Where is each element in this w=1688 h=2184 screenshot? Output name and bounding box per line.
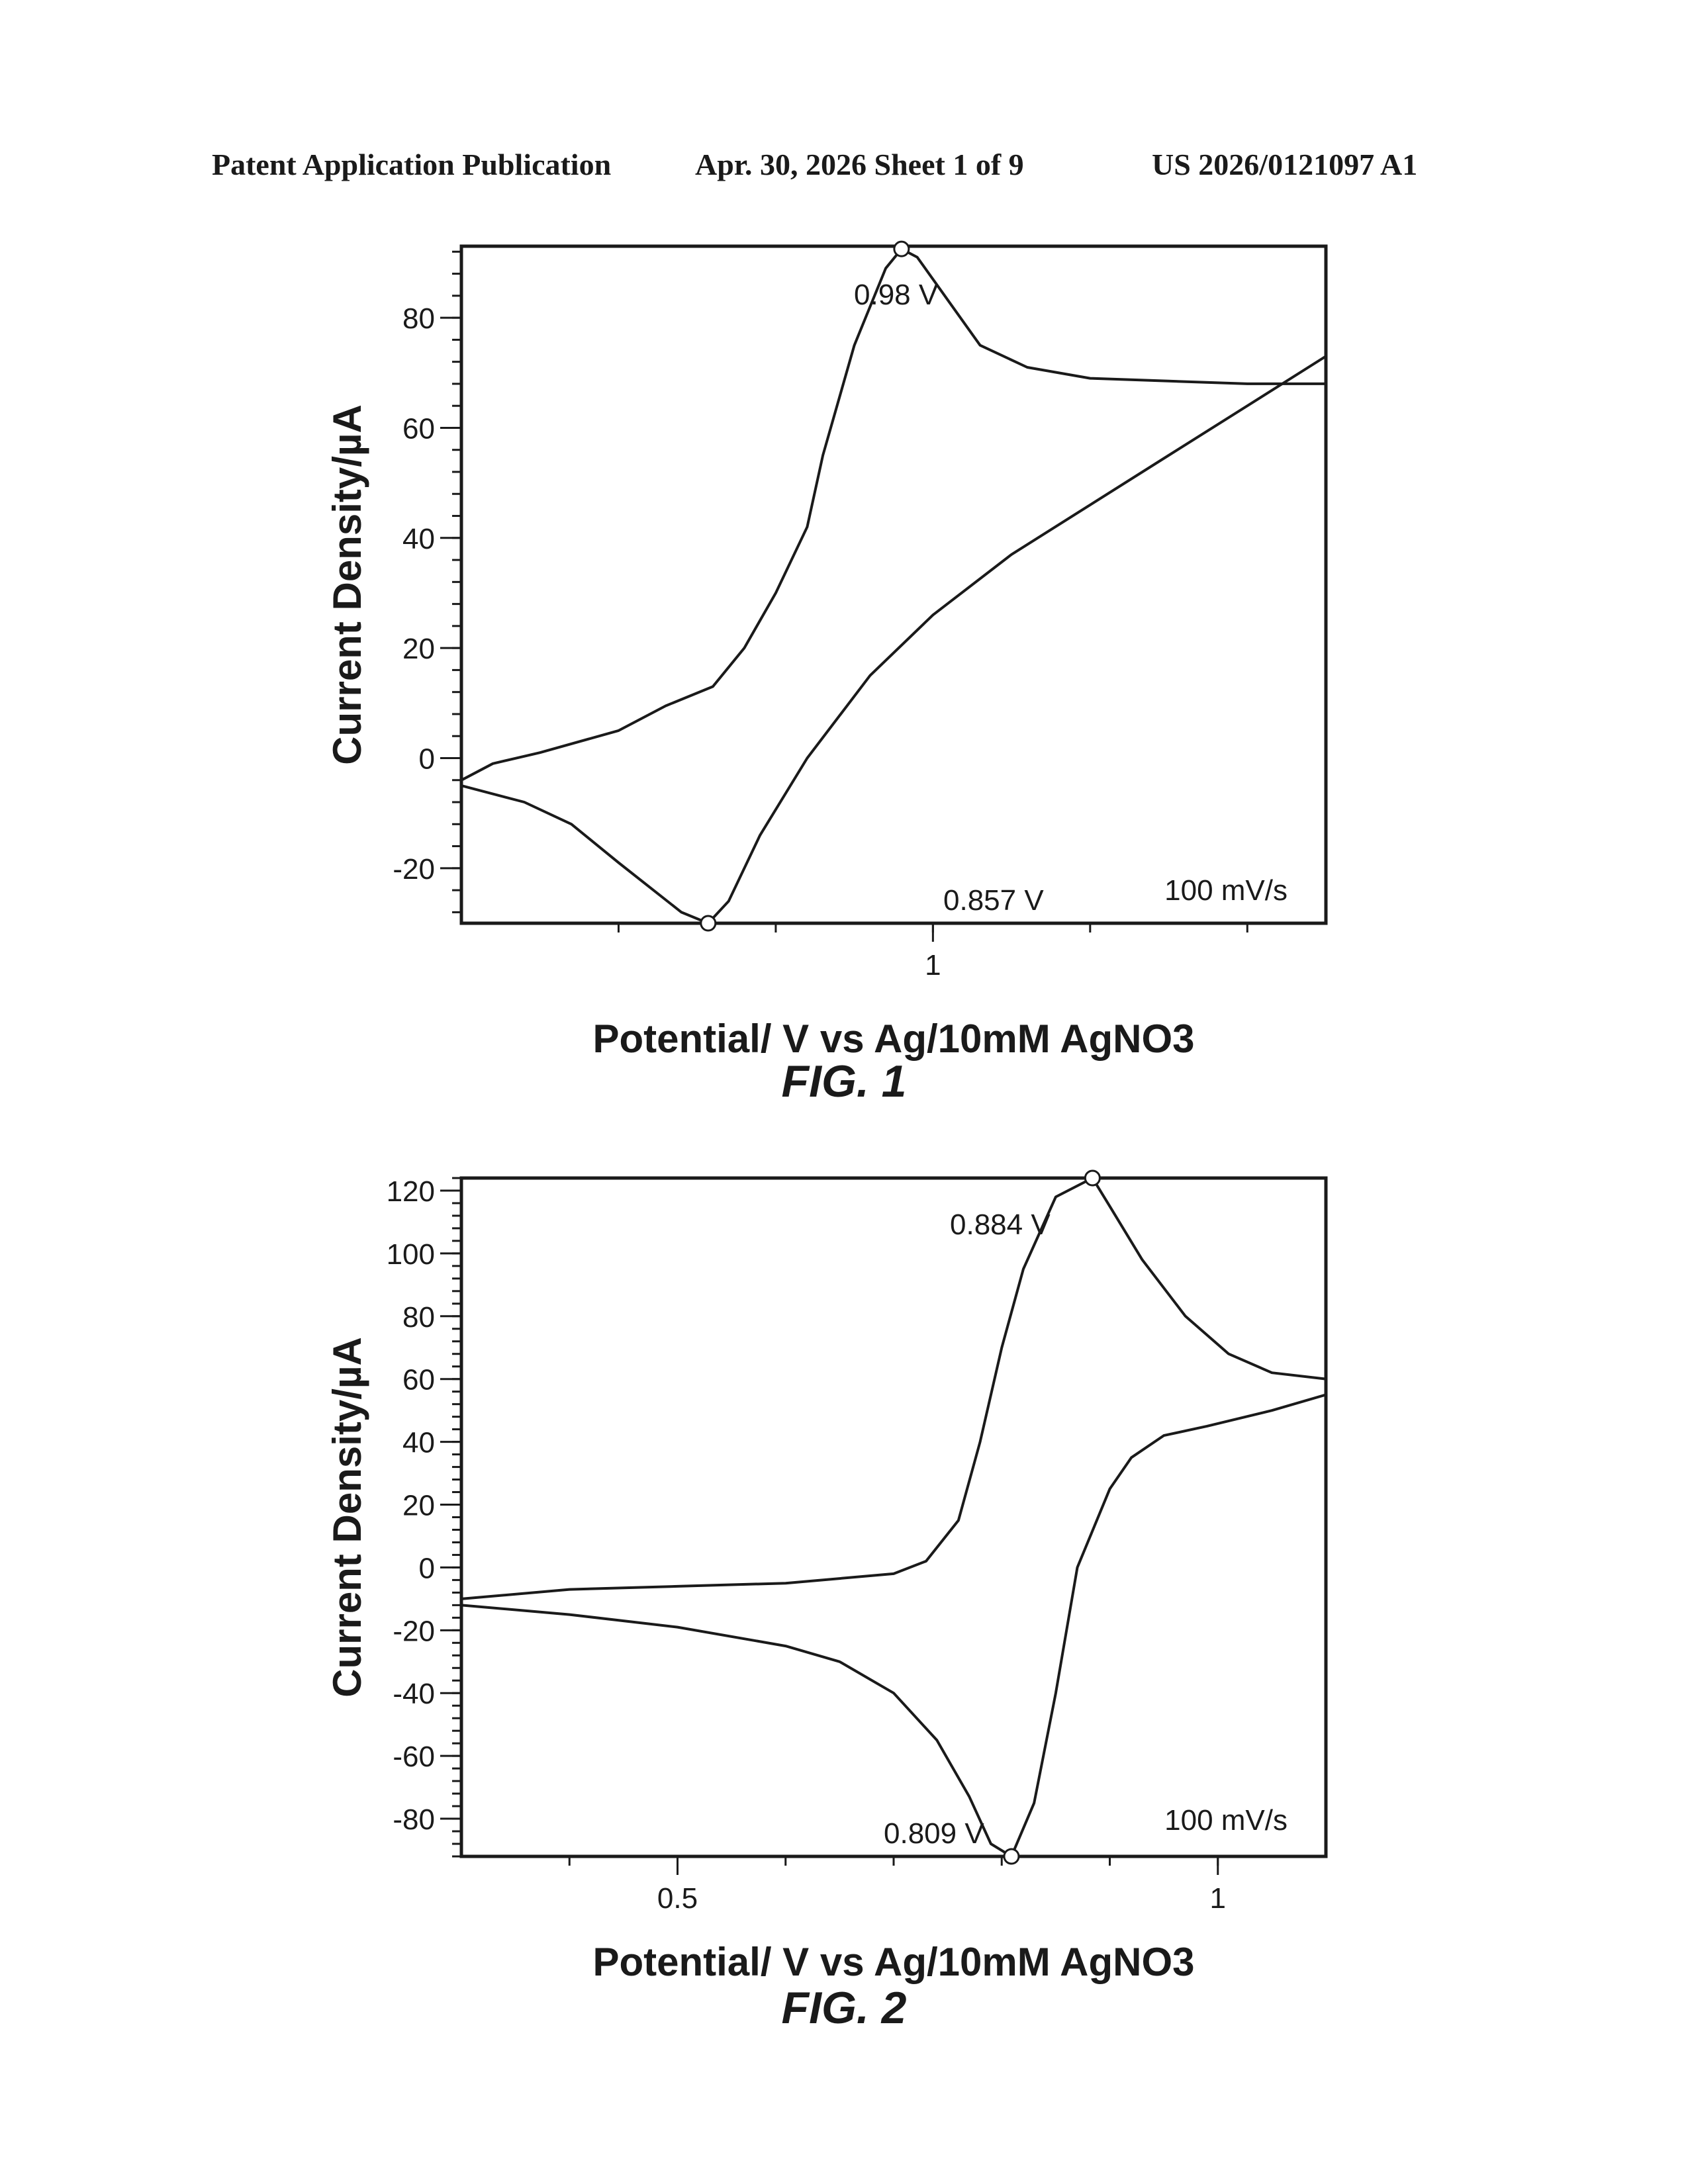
fig2-y-tick-label: 40 — [402, 1427, 435, 1459]
fig2-y-tick-label: 80 — [402, 1301, 435, 1334]
fig2-y-tick-label: 100 — [387, 1238, 435, 1271]
fig1-y-tick-label: -20 — [393, 853, 435, 886]
publication-label: Patent Application Publication — [212, 148, 612, 181]
fig2-x-tick-label: 0.5 — [657, 1882, 698, 1915]
fig1-y-tick-label: 20 — [402, 633, 435, 665]
fig2-x-axis-label: Potential/ V vs Ag/10mM AgNO3 — [592, 1940, 1194, 1984]
fig1-y-axis-label: Current Density/µA — [325, 404, 369, 765]
fig1-anodic-peak-label: 0.98 V — [854, 279, 939, 311]
fig1-y-tick-label: 40 — [402, 523, 435, 555]
fig2-forward-scan-line — [461, 1178, 1326, 1600]
fig2-y-axis-label: Current Density/µA — [325, 1337, 369, 1698]
fig2-cathodic-peak-marker — [1003, 1848, 1020, 1865]
fig1-anodic-peak-marker — [893, 240, 910, 257]
publication-number: US 2026/0121097 A1 — [1152, 148, 1418, 181]
fig1-y-tick-label: 0 — [419, 743, 435, 775]
fig2-y-tick-label: 20 — [402, 1490, 435, 1522]
fig2-y-tick-label: -60 — [393, 1741, 435, 1773]
fig1-scan-rate-label: 100 mV/s — [1164, 874, 1288, 907]
fig2-y-tick-label: 60 — [402, 1364, 435, 1396]
fig1-caption: FIG. 1 — [781, 1056, 907, 1107]
fig2-y-tick-label: 120 — [387, 1175, 435, 1208]
fig2-caption: FIG. 2 — [781, 1983, 907, 2033]
fig2-cathodic-peak-label: 0.809 V — [884, 1817, 984, 1850]
fig2-y-tick-label: -80 — [393, 1803, 435, 1836]
fig2-reverse-scan-line — [461, 1393, 1326, 1856]
fig2-anodic-peak-marker — [1084, 1169, 1101, 1187]
fig1-y-tick-label: 80 — [402, 302, 435, 335]
page-header: Patent Application Publication Apr. 30, … — [212, 147, 1470, 187]
fig1-x-axis-label: Potential/ V vs Ag/10mM AgNO3 — [592, 1017, 1194, 1061]
fig2-y-tick-label: 0 — [419, 1552, 435, 1584]
fig1-reverse-scan-line — [461, 355, 1326, 923]
fig2-plot-frame — [459, 1176, 1328, 1858]
fig1-chart: -20 0 20 40 60 80 1 Potential/ V vs Ag/10mM AgN… — [325, 240, 1328, 1061]
fig1-forward-scan-line — [461, 248, 1326, 782]
fig1-plot-frame — [459, 244, 1328, 925]
fig1-y-tick-label: 60 — [402, 412, 435, 445]
fig2-chart: -80 -60 -40 -20 0 20 40 60 80 100 120 0.5 1 Potential… — [325, 1169, 1328, 1984]
fig2-x-tick-label: 1 — [1210, 1882, 1226, 1915]
fig1-x-tick-label: 1 — [925, 949, 941, 981]
fig1-cathodic-peak-label: 0.857 V — [943, 884, 1044, 917]
fig2-anodic-peak-label: 0.884 V — [950, 1208, 1051, 1241]
fig1-cathodic-peak-marker — [700, 915, 717, 932]
fig2-scan-rate-label: 100 mV/s — [1164, 1804, 1288, 1837]
fig2-y-tick-label: -40 — [393, 1678, 435, 1710]
fig2-y-tick-label: -20 — [393, 1615, 435, 1647]
date-sheet-label: Apr. 30, 2026 Sheet 1 of 9 — [695, 148, 1024, 181]
